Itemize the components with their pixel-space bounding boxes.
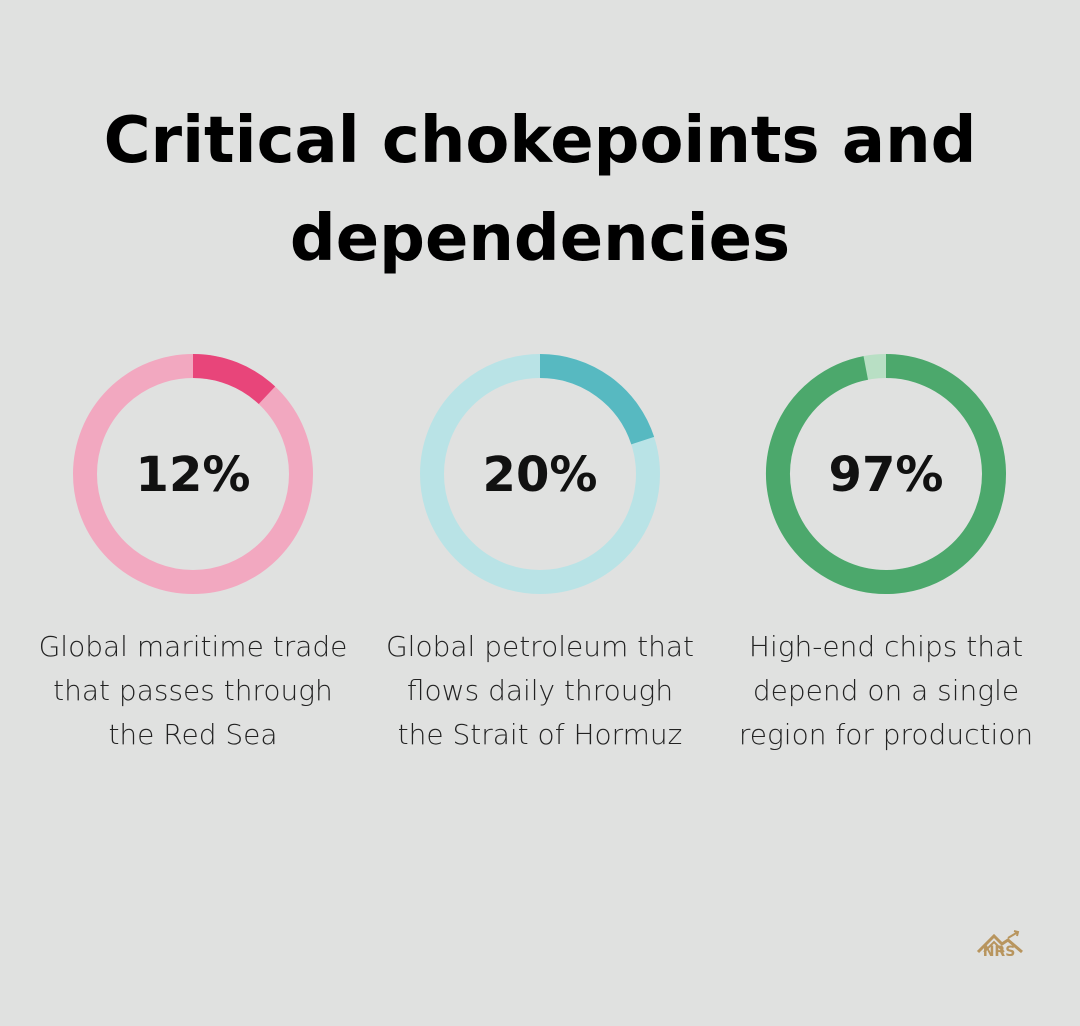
donut-arc: [192, 354, 276, 405]
caption: High-end chips that depend on a single r…: [738, 630, 1034, 751]
caption: Global maritime trade that passes throug…: [38, 630, 348, 751]
caption: Global petroleum that flows daily throug…: [385, 630, 694, 751]
logo-text: NRS: [982, 944, 1016, 960]
percent-label: 12%: [136, 447, 251, 503]
percent-label: 97%: [829, 447, 944, 503]
donut-arc: [766, 354, 1006, 594]
logo-icon: [976, 930, 1023, 954]
title: Critical chokepoints and dependencies: [103, 104, 977, 276]
percent-label: 20%: [483, 447, 598, 503]
donut-arc: [539, 354, 655, 445]
